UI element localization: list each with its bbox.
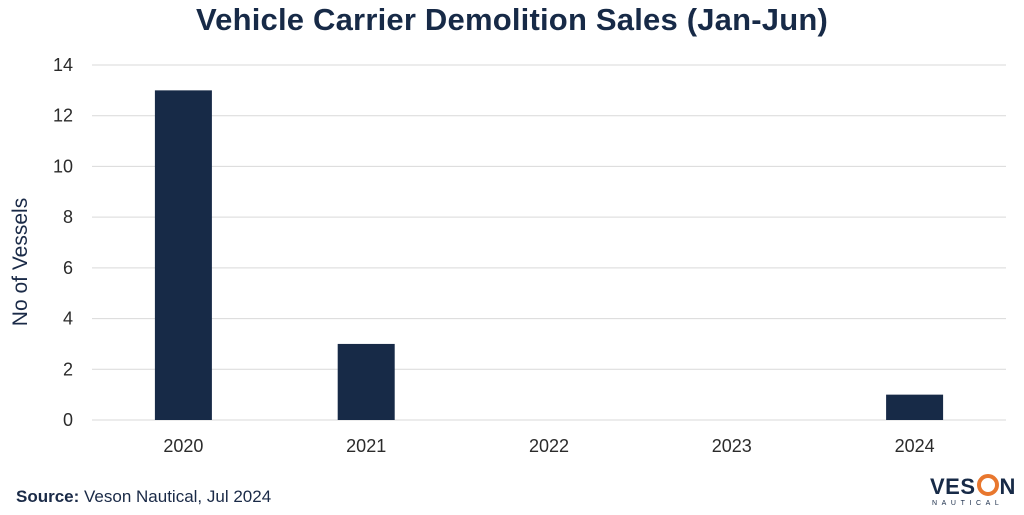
y-tick-label: 6: [63, 258, 73, 278]
source-note: Source: Veson Nautical, Jul 2024: [16, 487, 271, 507]
logo-ring-icon: [976, 474, 999, 496]
logo-text-start: VES: [930, 474, 976, 499]
logo-text-end: N: [999, 474, 1016, 499]
source-label: Source:: [16, 487, 80, 506]
source-text: Veson Nautical, Jul 2024: [79, 487, 272, 506]
bar-2024: [886, 394, 944, 420]
x-tick-label-2020: 2020: [163, 436, 203, 456]
tick-label-layer: 0 2 4 6 8 10 12 14 2020 2021 2022 2023 2024: [53, 55, 935, 456]
y-tick-label: 4: [63, 309, 73, 329]
y-tick-label: 0: [63, 410, 73, 430]
y-tick-label: 14: [53, 55, 73, 75]
veson-logo: VES N NAUTICAL: [930, 474, 1016, 510]
chart-title: Vehicle Carrier Demolition Sales (Jan-Ju…: [195, 2, 829, 37]
y-axis-title: No of Vessels: [9, 198, 32, 326]
y-tick-label: 2: [63, 359, 73, 379]
x-tick-label-2021: 2021: [346, 436, 386, 456]
x-tick-label-2024: 2024: [895, 436, 935, 456]
logo-wordmark: VES N: [930, 474, 1016, 500]
bar-layer: [154, 90, 944, 420]
grid-layer: [92, 64, 1006, 421]
y-tick-label: 8: [63, 207, 73, 227]
logo-subtitle: NAUTICAL: [932, 500, 1004, 507]
y-tick-label: 10: [53, 156, 73, 176]
y-tick-label: 12: [53, 106, 73, 126]
x-tick-label-2023: 2023: [712, 436, 752, 456]
bar-2020: [154, 90, 212, 420]
bar-2021: [337, 343, 395, 420]
x-tick-label-2022: 2022: [529, 436, 569, 456]
